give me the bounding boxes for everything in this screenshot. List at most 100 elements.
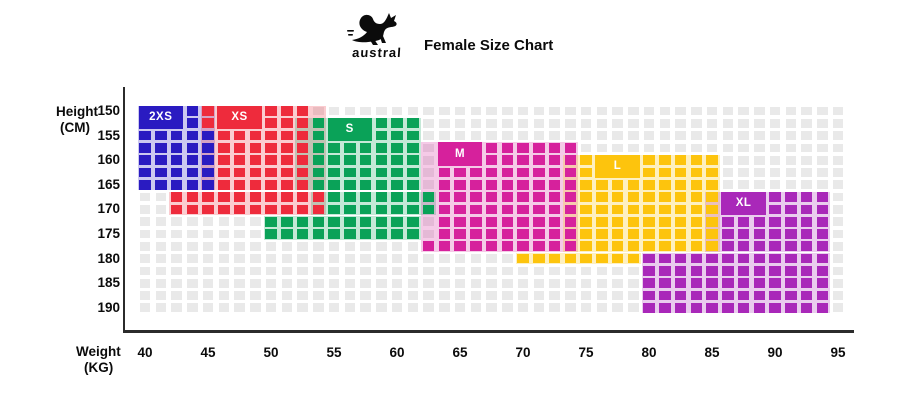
size-cell-xl <box>737 302 750 313</box>
grid-cell <box>754 168 765 177</box>
grid-cell <box>738 180 749 190</box>
size-cell-m <box>501 241 513 252</box>
size-cell-xs <box>249 192 261 202</box>
grid-cell <box>171 266 182 276</box>
grid-cell <box>817 131 828 140</box>
grid-cell <box>313 266 324 276</box>
grid-cell <box>360 106 371 116</box>
size-cell-s <box>328 143 340 153</box>
size-cell-xs <box>281 179 293 190</box>
grid-cell <box>832 168 844 177</box>
size-region-tint-l <box>515 253 642 265</box>
size-cell-m <box>454 179 466 190</box>
size-cell-m <box>485 241 498 252</box>
grid-cell <box>139 291 151 300</box>
grid-cell <box>171 241 182 251</box>
size-cell-m <box>517 155 529 166</box>
grid-cell <box>612 106 623 116</box>
grid-cell <box>643 118 655 128</box>
size-cell-xl <box>706 290 718 301</box>
size-cell-m <box>533 192 545 202</box>
size-cell-m <box>548 192 561 202</box>
size-cell-xl <box>816 266 828 276</box>
grid-cell <box>439 118 450 128</box>
size-cell-2xs <box>202 155 214 166</box>
size-cell-xl <box>674 290 687 301</box>
size-region-tint-xl <box>641 253 831 314</box>
size-cell-xl <box>769 253 781 264</box>
x-tick-80: 80 <box>641 345 657 360</box>
size-cell-2xs <box>155 130 167 141</box>
grid-cell <box>769 143 781 153</box>
grid-cell <box>517 303 529 313</box>
grid-cell <box>832 180 844 190</box>
size-cell-l <box>674 179 687 190</box>
size-cell-xs <box>265 143 277 153</box>
y-axis-title: Height <box>56 104 98 119</box>
grid-cell <box>596 278 607 288</box>
size-cell-xl <box>643 278 655 289</box>
size-cell-l <box>674 229 687 239</box>
grid-cell <box>659 118 670 128</box>
size-cell-s <box>407 155 419 166</box>
size-cell-m <box>533 229 545 239</box>
grid-cell <box>313 254 324 263</box>
grid-cell <box>832 192 844 202</box>
size-cell-l <box>611 192 624 202</box>
size-cell-xl <box>785 229 797 239</box>
grid-cell <box>454 118 466 128</box>
size-cell-xs <box>296 143 309 153</box>
size-cell-xl <box>785 290 797 301</box>
grid-cell <box>281 278 292 288</box>
size-cell-xl <box>690 266 702 276</box>
size-cell-xs <box>281 118 293 129</box>
grid-cell <box>454 106 466 116</box>
size-cell-m <box>485 229 498 239</box>
size-cell-xl <box>816 278 828 289</box>
grid-cell <box>313 278 324 288</box>
grid-cell <box>391 266 403 276</box>
grid-cell <box>817 106 828 116</box>
grid-cell <box>565 266 576 276</box>
size-badge-2xs: 2XS <box>138 105 183 129</box>
size-cell-s <box>328 216 340 227</box>
size-cell-2xs <box>139 167 151 178</box>
grid-cell <box>187 229 198 239</box>
grid-cell <box>801 180 812 190</box>
grid-cell <box>801 168 812 177</box>
size-cell-2xs <box>139 143 151 153</box>
size-cell-m <box>485 143 498 153</box>
grid-cell <box>470 131 481 140</box>
size-cell-xs <box>218 130 230 141</box>
size-cell-xs <box>202 192 214 202</box>
size-cell-m <box>438 241 450 252</box>
x-tick-75: 75 <box>578 345 594 360</box>
grid-cell <box>139 266 151 276</box>
size-cell-s <box>359 216 372 227</box>
size-cell-xl <box>706 278 718 289</box>
size-cell-s <box>281 229 293 239</box>
size-cell-s <box>359 155 372 166</box>
grid-cell <box>328 241 340 251</box>
size-cell-s <box>375 216 387 227</box>
size-cell-xl <box>722 216 734 227</box>
grid-cell <box>565 106 576 116</box>
size-cell-l <box>659 204 671 215</box>
size-cell-m <box>454 192 466 202</box>
size-cell-m <box>454 241 466 252</box>
grid-cell <box>360 303 371 313</box>
grid-cell <box>155 278 166 288</box>
size-cell-xs <box>218 143 230 153</box>
size-cell-l <box>643 192 655 202</box>
size-cell-l <box>690 241 702 252</box>
size-cell-m <box>533 216 545 227</box>
size-cell-l <box>580 204 592 215</box>
brand-name: austral <box>351 45 403 60</box>
size-cell-xs <box>265 179 277 190</box>
size-cell-s <box>375 155 387 166</box>
size-cell-l <box>564 253 576 264</box>
size-cell-l <box>611 216 624 227</box>
size-cell-l <box>706 155 718 166</box>
size-cell-m <box>517 143 529 153</box>
grid-cell <box>297 303 308 313</box>
